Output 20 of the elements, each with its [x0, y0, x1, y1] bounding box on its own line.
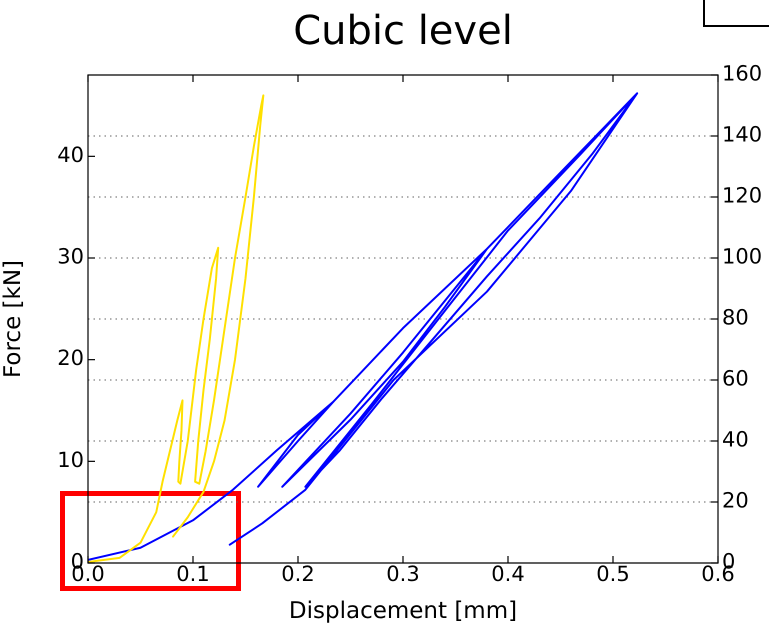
y-tick-label: 10 [57, 448, 84, 472]
y2-tick-label: 60 [722, 366, 749, 390]
y2-tick-label: 40 [722, 427, 749, 452]
y2-tick-label: 80 [722, 305, 749, 330]
y2-tick-label: 120 [722, 183, 762, 208]
y-tick-label: 40 [57, 142, 84, 167]
x-tick-label: 0.2 [281, 562, 315, 586]
y2-tick-label: 100 [722, 244, 762, 268]
x-tick-label: 0.1 [176, 562, 210, 586]
y2-tick-label: 160 [722, 61, 762, 86]
x-axis-title: Displacement [mm] [288, 598, 518, 624]
y2-tick-label: 20 [722, 488, 749, 512]
chart-title: Cubic level [293, 8, 513, 54]
y-axis-title: Force [kN] [0, 260, 26, 378]
y-tick-label: 20 [57, 346, 84, 370]
x-tick-label: 0.3 [386, 562, 420, 586]
y2-tick-label: 140 [722, 122, 762, 146]
x-tick-label: 0.4 [491, 562, 525, 586]
y-tick-label: 30 [57, 244, 84, 268]
x-tick-label: 0.5 [596, 562, 630, 586]
